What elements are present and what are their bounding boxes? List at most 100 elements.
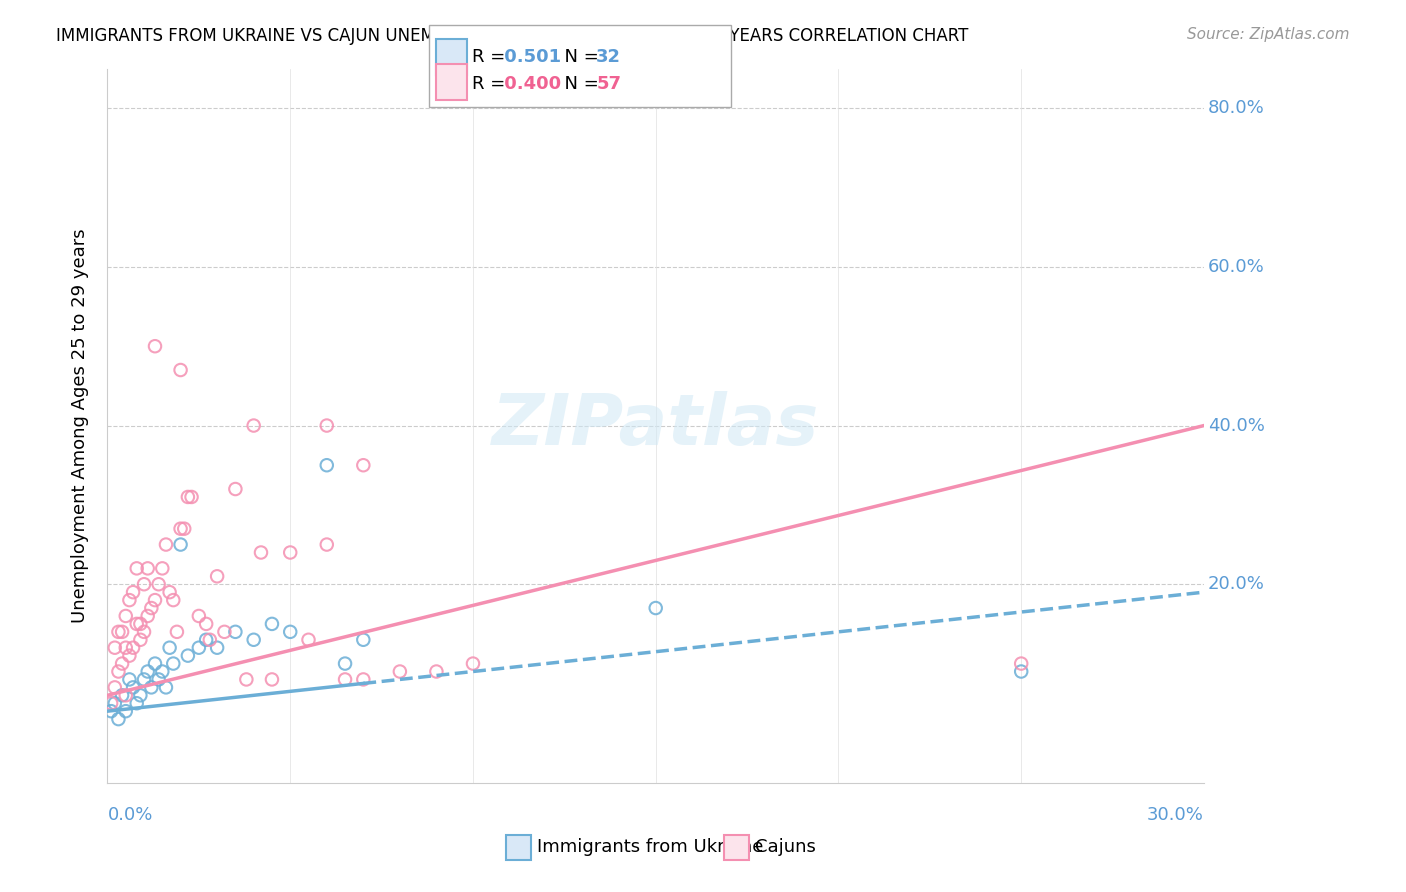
Point (278, 624, 301, 639)
Point (125, 616, 148, 631)
Point (111, 624, 134, 639)
Point (159, 585, 181, 599)
Point (425, 665, 447, 679)
Point (169, 522, 191, 536)
Text: 0.400: 0.400 (498, 75, 561, 93)
Point (129, 688, 152, 702)
Point (177, 490, 200, 504)
Text: IMMIGRANTS FROM UKRAINE VS CAJUN UNEMPLOYMENT AMONG AGES 25 TO 29 YEARS CORRELAT: IMMIGRANTS FROM UKRAINE VS CAJUN UNEMPLO… (56, 27, 969, 45)
Point (111, 688, 134, 702)
Point (214, 624, 236, 639)
Point (132, 624, 155, 639)
Text: Source: ZipAtlas.com: Source: ZipAtlas.com (1187, 27, 1350, 42)
Point (132, 577, 155, 591)
Point (169, 363, 191, 377)
Text: 30.0%: 30.0% (1147, 806, 1204, 824)
Point (187, 609, 209, 624)
Point (187, 640, 209, 655)
Point (104, 681, 127, 695)
Point (118, 593, 141, 607)
Point (122, 640, 145, 655)
Point (333, 657, 356, 671)
Text: R =: R = (472, 48, 512, 66)
Point (388, 665, 411, 679)
Point (148, 577, 170, 591)
Text: Immigrants from Ukraine: Immigrants from Ukraine (537, 838, 763, 856)
Text: 57: 57 (596, 75, 621, 93)
Point (198, 632, 221, 647)
Point (195, 616, 218, 631)
Point (129, 616, 152, 631)
Point (166, 624, 188, 639)
Point (114, 609, 136, 624)
Point (644, 601, 666, 615)
Point (125, 696, 148, 710)
Point (177, 648, 200, 663)
Point (114, 688, 136, 702)
Point (136, 561, 159, 575)
Point (195, 632, 218, 647)
Text: Unemployment Among Ages 25 to 29 years: Unemployment Among Ages 25 to 29 years (72, 228, 89, 623)
Point (260, 673, 283, 687)
Point (104, 696, 127, 710)
Point (162, 657, 184, 671)
Text: R =: R = (472, 75, 512, 93)
Point (143, 339, 166, 353)
Point (224, 482, 246, 496)
Text: 80.0%: 80.0% (1208, 99, 1264, 117)
Point (150, 665, 173, 679)
Point (136, 665, 159, 679)
Point (250, 545, 273, 559)
Point (260, 616, 283, 631)
Point (205, 569, 228, 583)
Point (297, 632, 319, 647)
Text: Cajuns: Cajuns (755, 838, 815, 856)
Point (242, 418, 264, 433)
Point (162, 593, 184, 607)
Point (173, 522, 195, 536)
Point (122, 681, 145, 695)
Point (1010, 665, 1032, 679)
Point (352, 458, 374, 473)
Point (461, 657, 484, 671)
Point (132, 673, 155, 687)
Point (148, 673, 170, 687)
Point (1010, 657, 1032, 671)
Point (136, 609, 159, 624)
Point (169, 537, 191, 551)
Point (100, 696, 122, 710)
Point (150, 561, 173, 575)
Text: 0.0%: 0.0% (107, 806, 153, 824)
Point (100, 704, 122, 718)
Point (333, 673, 356, 687)
Point (143, 593, 166, 607)
Point (180, 490, 202, 504)
Point (155, 681, 177, 695)
Point (104, 640, 127, 655)
Point (352, 632, 374, 647)
Point (107, 665, 129, 679)
Text: N =: N = (553, 48, 605, 66)
Point (111, 657, 134, 671)
Point (118, 648, 141, 663)
Point (315, 418, 337, 433)
Point (278, 545, 301, 559)
Point (235, 673, 257, 687)
Point (205, 640, 228, 655)
Text: ZIPatlas: ZIPatlas (492, 391, 820, 460)
Point (141, 601, 163, 615)
Point (315, 537, 337, 551)
Point (107, 712, 129, 726)
Point (159, 640, 181, 655)
Text: 0.501: 0.501 (498, 48, 561, 66)
Point (114, 640, 136, 655)
Text: N =: N = (553, 75, 605, 93)
Point (125, 561, 148, 575)
Point (122, 585, 145, 599)
Point (114, 704, 136, 718)
Point (155, 537, 177, 551)
Point (129, 632, 152, 647)
Point (315, 458, 337, 473)
Point (224, 624, 246, 639)
Text: 20.0%: 20.0% (1208, 575, 1264, 593)
